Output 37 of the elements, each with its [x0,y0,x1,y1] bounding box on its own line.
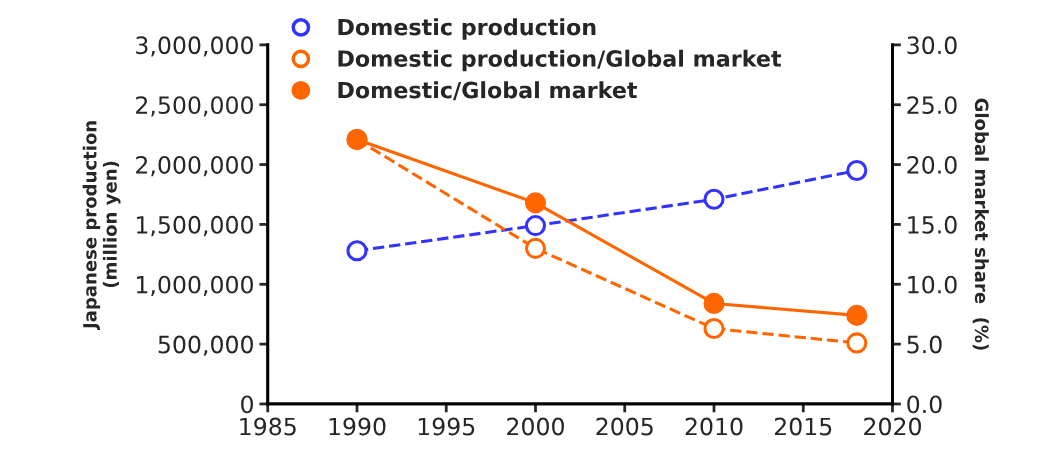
y-tick-label: 2,000,000 [136,156,253,177]
y-tick-label: 2,500,000 [136,96,253,117]
x-tick-label: 2020 [864,417,921,436]
y2-tick-label: 15.0 [908,215,957,234]
y2-tick-label: 25.0 [907,96,957,115]
x-tick-label: 2015 [774,417,832,436]
x-tick-label: 1990 [329,417,386,436]
y2-tick-label: 30.0 [907,36,957,55]
point [703,317,725,340]
y-tick-label: 3,000,000 [136,36,253,57]
point [846,332,868,354]
point [703,188,725,210]
x-tick-label: 1985 [240,417,296,436]
y-axis-title: Japanese production (million yen) [82,121,121,331]
x-tick-label: 1995 [418,417,475,436]
point [846,304,868,326]
y2-tick-label: 10.0 [908,275,957,294]
y-tick-label: 500,000 [158,335,253,356]
point [703,292,725,314]
y2-tick-label: 5.0 [907,335,942,354]
y2-axis-title: Global market share (%) [972,98,989,350]
point [524,215,547,237]
point [524,192,547,214]
legend-label: Domestic production [338,18,596,40]
x-tick-label: 2005 [596,417,653,436]
x-tick-label: 2010 [685,417,743,436]
point [346,240,368,262]
point [524,237,547,259]
y2-tick-label: 20.0 [907,156,957,174]
y-tick-label: 1,500,000 [136,215,253,237]
point [846,160,868,182]
y-tick-label: 0 [241,395,253,414]
y-tick-label: 1,000,000 [136,275,253,296]
x-tick-label: 2000 [507,417,564,436]
y2-tick-label: 0.0 [907,395,942,414]
legend-label: Domestic production/Global market [338,49,782,72]
legend-label: Domestic/Global market [338,81,638,101]
